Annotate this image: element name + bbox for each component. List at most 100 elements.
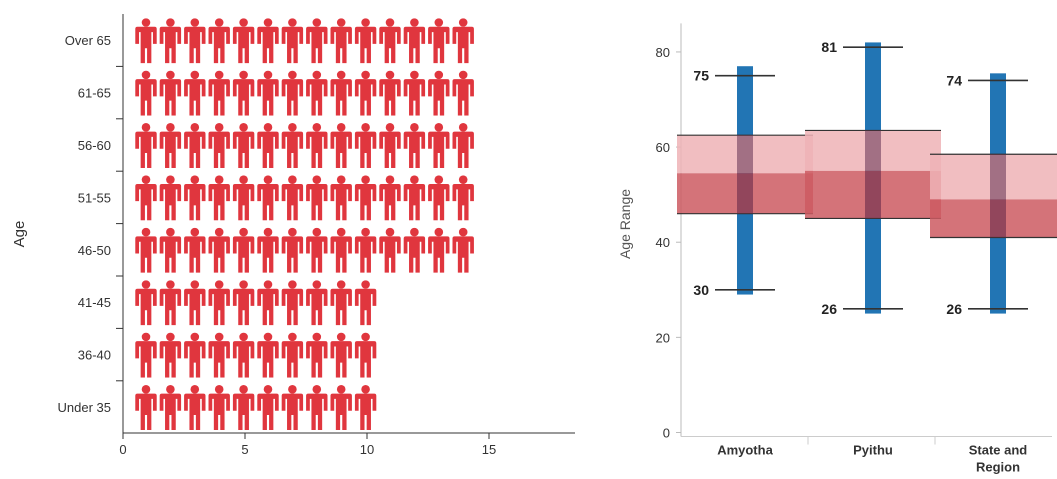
person-icon	[184, 123, 206, 168]
person-icon	[354, 385, 377, 430]
person-icon	[159, 332, 182, 378]
person-icon	[428, 123, 450, 168]
person-icon	[354, 175, 377, 221]
person-icon	[232, 175, 255, 221]
person-icon	[428, 175, 450, 221]
person-icon	[330, 385, 352, 430]
upper-value-label: 74	[946, 72, 962, 88]
person-icon	[306, 227, 328, 273]
person-icon	[330, 227, 352, 273]
x-tick-label: 0	[119, 442, 126, 457]
person-icon	[354, 123, 377, 168]
y-tick-label: Over 65	[65, 33, 111, 48]
person-icon	[135, 70, 157, 116]
person-icon	[257, 18, 279, 64]
lower-value-label: 26	[946, 301, 962, 317]
person-icon	[281, 280, 304, 326]
person-icon	[184, 70, 206, 116]
person-icon	[159, 18, 182, 64]
person-icon	[232, 332, 255, 378]
person-icon	[330, 123, 352, 168]
person-icon	[452, 70, 474, 116]
lower-value-label: 30	[693, 282, 709, 298]
x-tick-label: 10	[360, 442, 374, 457]
person-icon	[379, 18, 401, 64]
person-icon	[379, 123, 401, 168]
box-upper-half	[805, 130, 941, 171]
person-icon	[403, 175, 426, 221]
person-icon	[208, 227, 230, 273]
person-icon	[306, 385, 328, 430]
person-icon	[403, 227, 426, 273]
person-icon	[281, 123, 304, 168]
person-icon	[281, 70, 304, 116]
person-icon	[232, 123, 255, 168]
person-icon	[135, 332, 157, 378]
person-icon	[208, 70, 230, 116]
person-icon	[159, 280, 182, 326]
y-axis-title: Age	[11, 221, 28, 248]
person-icon	[354, 70, 377, 116]
person-icon	[306, 70, 328, 116]
person-icon	[281, 227, 304, 273]
upper-value-label: 75	[693, 68, 709, 84]
box-group: 75 30	[677, 66, 813, 298]
person-icon	[184, 227, 206, 273]
person-icon	[379, 175, 401, 221]
person-icon	[428, 227, 450, 273]
y-tick-label: 60	[656, 140, 670, 155]
y-tick-label: 46-50	[78, 243, 111, 258]
person-icon	[208, 175, 230, 221]
x-tick-label: 15	[482, 442, 496, 457]
person-icon	[281, 175, 304, 221]
person-icon	[208, 18, 230, 64]
person-icon	[184, 280, 206, 326]
box-group: 74 26	[930, 72, 1057, 317]
person-icon	[232, 227, 255, 273]
whisker-overlap	[990, 154, 1006, 238]
person-icon	[379, 70, 401, 116]
person-icon	[281, 385, 304, 430]
person-icon	[135, 385, 157, 430]
person-icon	[306, 18, 328, 64]
person-icon	[184, 332, 206, 378]
person-icon	[257, 123, 279, 168]
age-pictogram-chart: 0 5 10 15 Over 65 61-65 56-60 51-55 46-50 41-45 36…	[11, 14, 575, 457]
person-icon	[184, 18, 206, 64]
x-tick-label: Pyithu	[853, 443, 893, 458]
person-icon	[281, 18, 304, 64]
person-icon	[452, 123, 474, 168]
person-icon	[428, 70, 450, 116]
y-tick-label: 80	[656, 45, 670, 60]
y-tick-label: 41-45	[78, 295, 111, 310]
person-icon	[135, 175, 157, 221]
person-icon	[354, 280, 377, 326]
y-tick-label: 40	[656, 235, 670, 250]
person-icon	[232, 280, 255, 326]
person-icon	[135, 227, 157, 273]
person-icon	[306, 175, 328, 221]
person-icon	[452, 175, 474, 221]
upper-value-label: 81	[821, 39, 837, 55]
x-tick-label: Amyotha	[717, 443, 773, 458]
person-icon	[208, 332, 230, 378]
person-icon	[330, 70, 352, 116]
person-icon	[208, 123, 230, 168]
whisker-overlap	[865, 130, 881, 219]
person-icon	[330, 18, 352, 64]
y-axis-title: Age Range	[617, 189, 633, 259]
person-icon	[232, 18, 255, 64]
person-icon	[452, 227, 474, 273]
person-icon	[330, 175, 352, 221]
person-icon	[159, 70, 182, 116]
person-icon	[257, 332, 279, 378]
whisker-overlap	[737, 135, 753, 214]
person-icon	[428, 18, 450, 64]
y-tick-label: 20	[656, 330, 670, 345]
person-icon	[184, 175, 206, 221]
person-icon	[208, 280, 230, 326]
person-icon	[135, 123, 157, 168]
person-icon	[403, 70, 426, 116]
person-icon	[208, 385, 230, 430]
person-icon	[159, 175, 182, 221]
